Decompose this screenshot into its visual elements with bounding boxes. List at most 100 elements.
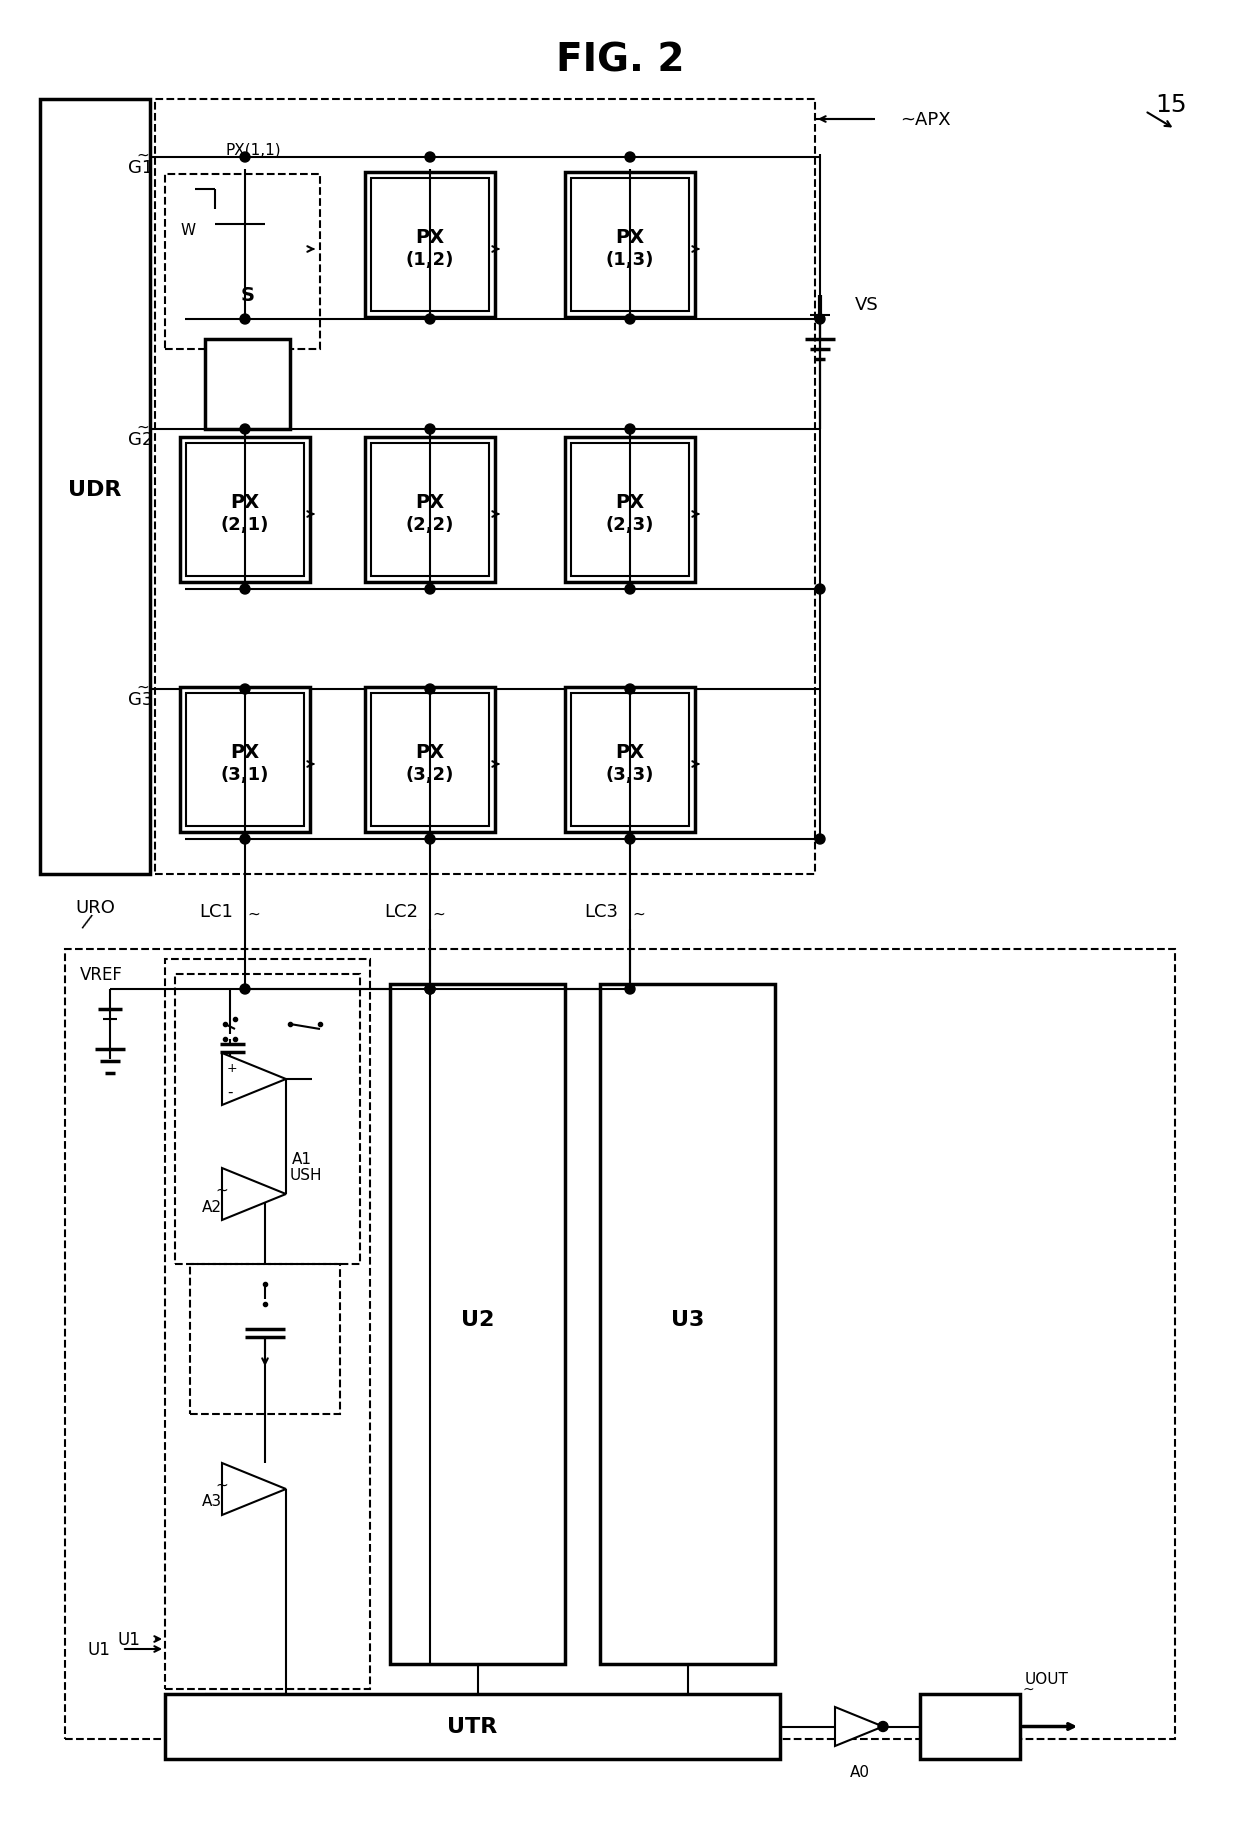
Text: PX: PX — [415, 742, 445, 760]
Polygon shape — [222, 1464, 286, 1515]
Text: U3: U3 — [671, 1310, 704, 1330]
Bar — [165, 1695, 780, 1759]
Circle shape — [878, 1722, 888, 1731]
Circle shape — [625, 315, 635, 324]
Circle shape — [241, 984, 250, 995]
Text: VREF: VREF — [81, 965, 123, 984]
Text: PX: PX — [231, 493, 259, 511]
Text: W: W — [180, 222, 195, 238]
Text: ~: ~ — [136, 420, 149, 434]
Circle shape — [425, 152, 435, 163]
Text: UOUT: UOUT — [1025, 1671, 1069, 1687]
Circle shape — [241, 584, 250, 595]
Circle shape — [625, 152, 635, 163]
Bar — [205, 339, 290, 431]
Text: A1: A1 — [291, 1152, 312, 1167]
Bar — [365, 438, 495, 583]
Bar — [186, 692, 304, 826]
Text: (2,1): (2,1) — [221, 517, 269, 533]
Text: LC3: LC3 — [584, 903, 618, 920]
Text: +: + — [227, 1061, 238, 1074]
Circle shape — [241, 152, 250, 163]
Bar — [40, 101, 150, 874]
Text: U1: U1 — [117, 1630, 140, 1649]
Text: G1: G1 — [128, 159, 154, 178]
Circle shape — [625, 685, 635, 694]
Text: 15: 15 — [1154, 93, 1187, 117]
Text: (3,1): (3,1) — [221, 766, 269, 784]
Bar — [155, 101, 815, 874]
Text: A2: A2 — [202, 1198, 222, 1215]
Text: PX: PX — [415, 227, 445, 245]
Text: ~: ~ — [136, 147, 149, 163]
Circle shape — [625, 425, 635, 434]
Text: ~: ~ — [247, 907, 259, 921]
Text: URO: URO — [74, 898, 115, 916]
Polygon shape — [222, 1169, 286, 1220]
Text: PX: PX — [615, 227, 645, 245]
Bar — [565, 172, 694, 317]
Text: VS: VS — [856, 295, 879, 313]
Circle shape — [625, 984, 635, 995]
Bar — [565, 687, 694, 832]
Text: (1,2): (1,2) — [405, 251, 454, 269]
Text: A0: A0 — [849, 1764, 870, 1779]
Circle shape — [241, 835, 250, 845]
Text: U2: U2 — [461, 1310, 495, 1330]
Bar — [64, 949, 1176, 1739]
Text: ~: ~ — [215, 1477, 228, 1491]
Text: ~: ~ — [632, 907, 645, 921]
Text: U1: U1 — [87, 1640, 110, 1658]
Circle shape — [425, 584, 435, 595]
Text: (3,3): (3,3) — [606, 766, 655, 784]
Circle shape — [241, 315, 250, 324]
Text: G3: G3 — [128, 691, 154, 709]
Bar — [180, 687, 310, 832]
Circle shape — [425, 984, 435, 995]
Bar — [371, 692, 489, 826]
Text: (1,3): (1,3) — [606, 251, 655, 269]
Text: PX: PX — [615, 742, 645, 760]
Text: ~: ~ — [136, 680, 149, 694]
Circle shape — [625, 835, 635, 845]
Text: PX: PX — [231, 742, 259, 760]
Bar — [365, 687, 495, 832]
Bar — [190, 1264, 340, 1414]
Bar — [180, 438, 310, 583]
Circle shape — [425, 835, 435, 845]
Text: PX(1,1): PX(1,1) — [224, 143, 280, 158]
Text: S: S — [241, 286, 255, 304]
Text: A3: A3 — [202, 1493, 222, 1510]
Circle shape — [815, 584, 825, 595]
Bar — [600, 984, 775, 1663]
Text: LC1: LC1 — [200, 903, 233, 920]
Circle shape — [815, 315, 825, 324]
Bar — [920, 1695, 1021, 1759]
Bar — [165, 960, 370, 1689]
Text: ~APX: ~APX — [900, 112, 951, 128]
Circle shape — [425, 315, 435, 324]
Bar — [175, 975, 360, 1264]
Bar — [570, 443, 689, 577]
Text: (2,2): (2,2) — [405, 517, 454, 533]
Text: ~: ~ — [432, 907, 445, 921]
Bar — [570, 692, 689, 826]
Text: PX: PX — [415, 493, 445, 511]
Text: (3,2): (3,2) — [405, 766, 454, 784]
Circle shape — [241, 425, 250, 434]
Bar — [371, 178, 489, 311]
Bar — [565, 438, 694, 583]
Text: UDR: UDR — [68, 480, 122, 500]
Bar — [186, 443, 304, 577]
Circle shape — [425, 685, 435, 694]
Text: -: - — [227, 1085, 233, 1099]
Text: PX: PX — [615, 493, 645, 511]
Circle shape — [815, 835, 825, 845]
Text: ~: ~ — [215, 1182, 228, 1196]
Text: (2,3): (2,3) — [606, 517, 655, 533]
Text: G2: G2 — [128, 431, 154, 449]
Polygon shape — [835, 1707, 883, 1746]
Text: FIG. 2: FIG. 2 — [556, 40, 684, 79]
Text: /: / — [81, 912, 93, 931]
Circle shape — [625, 584, 635, 595]
